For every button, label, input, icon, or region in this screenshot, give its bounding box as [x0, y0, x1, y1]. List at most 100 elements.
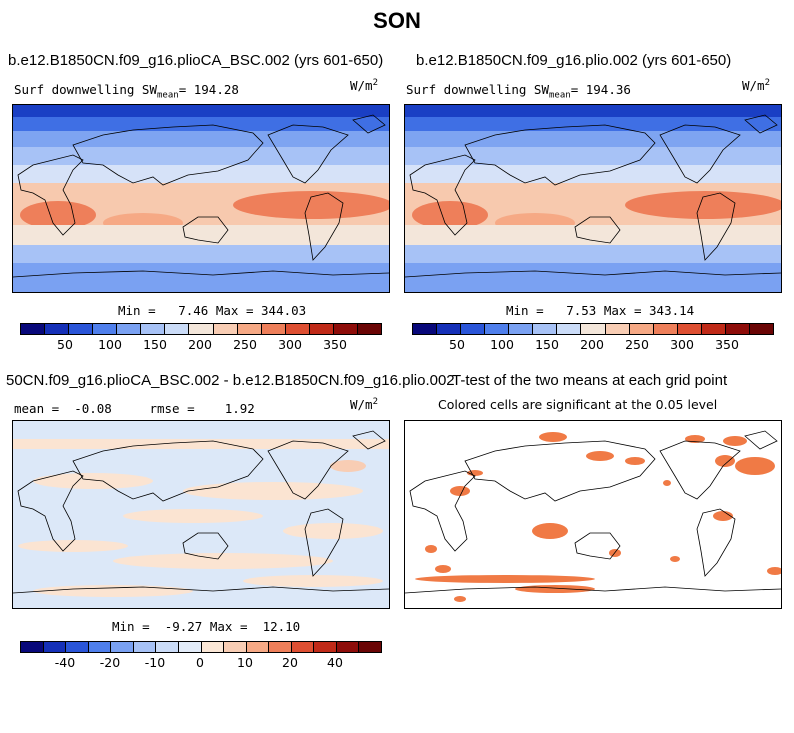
colorbar-swatch	[269, 642, 292, 652]
colorbar-swatch	[557, 324, 582, 334]
colorbar-swatch	[461, 324, 486, 334]
colorbar-swatch	[88, 642, 112, 652]
colorbar-swatch	[21, 324, 46, 334]
colorbar-swatch	[413, 324, 438, 334]
panel1-var-prefix: Surf downwelling SW	[14, 82, 157, 97]
panel1-var-label: Surf downwelling SWmean= 194.28	[14, 82, 239, 101]
arctic-band	[13, 105, 389, 117]
panel1-map-svg	[13, 105, 389, 292]
north-band-2	[405, 131, 781, 147]
colorbar-tick-label: 50	[57, 337, 73, 352]
panel3-title: 50CN.f09_g16.plioCA_BSC.002 - b.e12.B185…	[6, 372, 455, 389]
panel3-map-svg	[13, 421, 389, 608]
panel1-units-base: W/m	[350, 78, 373, 94]
panel3-max-value: 12.10	[262, 619, 301, 634]
colorbar-tick-label: 350	[715, 337, 739, 352]
panel2-units: W/m2	[742, 78, 770, 93]
panel1-minmax: Min = 7.46 Max = 344.03	[118, 303, 306, 318]
colorbar-tick-label: 150	[535, 337, 559, 352]
panel1-colorbar	[20, 323, 382, 335]
colorbar-swatch	[533, 324, 558, 334]
panel3-min-value: -9.27	[164, 619, 203, 634]
panel1-map	[12, 104, 390, 293]
colorbar-swatch	[111, 642, 134, 652]
colorbar-tick-label: 350	[323, 337, 347, 352]
panel1-units: W/m2	[350, 78, 378, 93]
colorbar-tick-label: -40	[54, 655, 76, 670]
colorbar-tick-label: 200	[188, 337, 212, 352]
south-band-2	[405, 245, 781, 263]
hot-pacific	[233, 191, 389, 219]
colorbar-swatch	[246, 642, 270, 652]
north-band-1	[13, 117, 389, 131]
subtropic-band	[13, 165, 389, 183]
colorbar-swatch	[165, 324, 190, 334]
panel4-coastlines	[405, 430, 781, 594]
north-band-3	[405, 147, 781, 165]
colorbar-tick-label: 50	[449, 337, 465, 352]
panel3-units-base: W/m	[350, 397, 373, 413]
colorbar-swatch	[43, 642, 67, 652]
panel3-stats: mean = -0.08 rmse = 1.92	[14, 401, 255, 416]
panel3-map	[12, 420, 390, 609]
panel2-map	[404, 104, 782, 293]
antarctic-band	[13, 263, 389, 292]
panel3-max-label: Max =	[209, 619, 248, 634]
panel2-var-label: Surf downwelling SWmean= 194.36	[406, 82, 631, 101]
colorbar-tick-label: -10	[144, 655, 166, 670]
colorbar-swatch	[677, 324, 702, 334]
colorbar-tick-label: 150	[143, 337, 167, 352]
colorbar-tick-label: 200	[580, 337, 604, 352]
colorbar-tick-label: 250	[625, 337, 649, 352]
colorbar-swatch	[21, 642, 44, 652]
panel2-mean-value: = 194.36	[570, 82, 631, 97]
panel1-mean-value: = 194.28	[178, 82, 239, 97]
colorbar-swatch	[156, 642, 179, 652]
colorbar-tick-label: -20	[99, 655, 121, 670]
colorbar-swatch	[605, 324, 630, 334]
arctic-band	[405, 105, 781, 117]
panel1-mean-label: mean	[157, 90, 179, 101]
colorbar-swatch	[291, 642, 315, 652]
colorbar-swatch	[509, 324, 534, 334]
panel2-max-label: Max =	[603, 303, 642, 318]
panel2-minmax: Min = 7.53 Max = 343.14	[506, 303, 694, 318]
colorbar-swatch	[213, 324, 238, 334]
panel4-subtitle: Colored cells are significant at the 0.0…	[438, 397, 718, 412]
colorbar-swatch	[285, 324, 310, 334]
colorbar-swatch	[725, 324, 750, 334]
colorbar-swatch	[237, 324, 262, 334]
panel2-var-prefix: Surf downwelling SW	[406, 82, 549, 97]
colorbar-tick-label: 100	[490, 337, 514, 352]
panel2-units-exp: 2	[764, 78, 770, 88]
panel4-map	[404, 420, 782, 609]
colorbar-swatch	[66, 642, 89, 652]
colorbar-swatch	[581, 324, 606, 334]
colorbar-swatch	[653, 324, 678, 334]
colorbar-swatch	[133, 642, 157, 652]
main-title: SON	[373, 8, 421, 33]
south-band-1	[13, 225, 389, 245]
colorbar-swatch	[314, 642, 337, 652]
antarctic-band	[405, 263, 781, 292]
panel1-max-value: 344.03	[261, 303, 307, 318]
colorbar-swatch	[309, 324, 334, 334]
hot-pacific	[625, 191, 781, 219]
colorbar-tick-label: 10	[237, 655, 253, 670]
colorbar-swatch	[333, 324, 358, 334]
panel3-units: W/m2	[350, 397, 378, 412]
panel4-title: T-test of the two means at each grid poi…	[452, 372, 728, 389]
colorbar-tick-label: 100	[98, 337, 122, 352]
north-band-3	[13, 147, 389, 165]
north-band-2	[13, 131, 389, 147]
colorbar-swatch	[69, 324, 94, 334]
north-band-1	[405, 117, 781, 131]
panel2-map-svg	[405, 105, 781, 292]
panel4-map-svg	[405, 421, 781, 608]
colorbar-tick-label: 250	[233, 337, 257, 352]
colorbar-swatch	[178, 642, 202, 652]
colorbar-tick-label: 40	[327, 655, 343, 670]
colorbar-swatch	[141, 324, 166, 334]
panel3-units-exp: 2	[372, 397, 378, 407]
panel2-units-base: W/m	[742, 78, 765, 94]
